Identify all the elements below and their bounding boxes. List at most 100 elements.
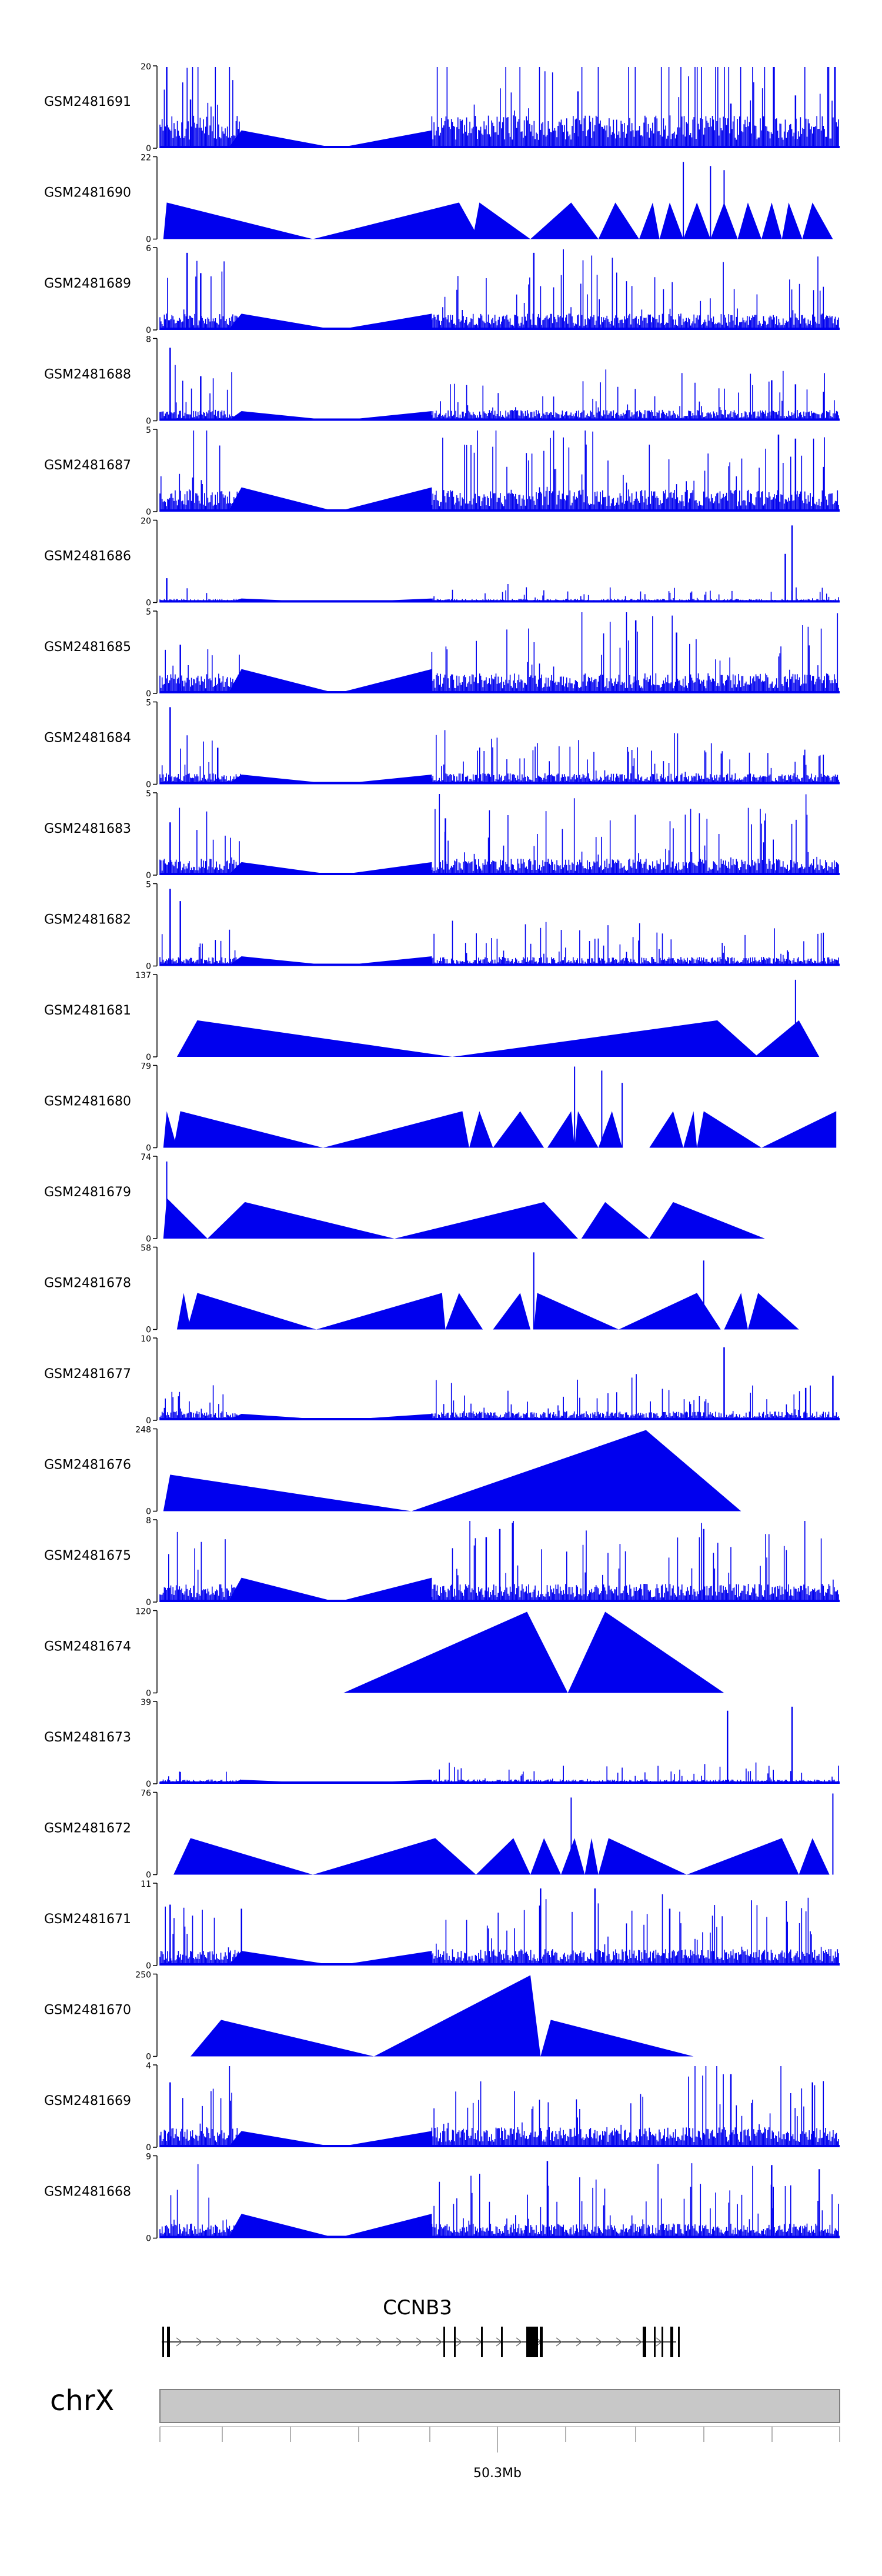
y-min-label: 0 [146, 1507, 151, 1517]
coverage-region [163, 1474, 412, 1511]
exon-block [526, 2327, 538, 2357]
coverage-region [163, 202, 313, 239]
track-GSM2481685: GSM2481685 5 0 [44, 608, 840, 699]
coverage-baseline [160, 963, 840, 966]
coverage-baseline [160, 691, 840, 693]
track-label: GSM2481683 [44, 822, 131, 836]
exon-block [678, 2327, 680, 2357]
strand-arrow-icon [556, 2337, 563, 2347]
track-GSM2481675: GSM2481675 8 0 [44, 1516, 840, 1607]
y-max-label: 10 [141, 1334, 151, 1344]
coverage-region [228, 411, 432, 421]
track-label: GSM2481675 [44, 1549, 131, 1563]
y-max-label: 20 [141, 62, 151, 72]
track-label: GSM2481674 [44, 1640, 131, 1654]
track-GSM2481668: GSM2481668 9 0 [44, 2153, 840, 2244]
coverage-tracks: GSM2481691200GSM2481690220GSM248168960GS… [44, 62, 840, 2244]
coverage-region [561, 1838, 585, 1875]
strand-arrow-icon [336, 2337, 343, 2347]
coverage-region [574, 1111, 599, 1148]
y-min-label: 0 [146, 508, 151, 517]
y-max-label: 11 [141, 1880, 151, 1889]
coverage-region [163, 1111, 177, 1148]
coverage-baseline [160, 873, 840, 875]
chromosome-label: chrX [50, 2384, 114, 2417]
strand-arrow-icon [436, 2337, 443, 2347]
y-min-label: 0 [146, 1416, 151, 1426]
coverage-region [173, 1838, 313, 1875]
y-max-label: 120 [135, 1607, 151, 1617]
y-max-label: 58 [141, 1244, 151, 1253]
coverage-region [228, 669, 432, 693]
track-label: GSM2481685 [44, 640, 131, 655]
track-label: GSM2481676 [44, 1458, 131, 1473]
coverage-baseline [160, 1781, 840, 1784]
coverage-region [802, 202, 833, 239]
y-min-label: 0 [146, 1326, 151, 1335]
coverage-region [343, 1611, 568, 1693]
track-GSM2481669: GSM2481669 4 0 [44, 2061, 840, 2153]
coverage-region [411, 1430, 741, 1511]
y-min-label: 0 [146, 417, 151, 426]
track-GSM2481689: GSM2481689 6 0 [44, 244, 840, 335]
track-GSM2481672: GSM2481672 76 0 [44, 1789, 834, 1880]
coverage-region [567, 1611, 724, 1693]
strand-arrow-icon [276, 2337, 283, 2347]
coverage-baseline [160, 2145, 840, 2147]
y-max-label: 8 [146, 1516, 151, 1526]
coverage-region [649, 1202, 765, 1239]
track-label: GSM2481673 [44, 1730, 131, 1745]
y-min-label: 0 [146, 1689, 151, 1699]
coverage-region [761, 1111, 837, 1148]
coverage-signal [159, 794, 839, 875]
y-min-label: 0 [146, 2234, 151, 2244]
track-label: GSM2481691 [44, 95, 131, 109]
gene-structure [162, 2327, 680, 2357]
coverage-region [619, 1293, 721, 1330]
strand-arrow-icon [456, 2337, 463, 2347]
track-label: GSM2481690 [44, 186, 131, 201]
coverage-region [493, 1293, 531, 1330]
strand-arrow-icon [616, 2337, 623, 2347]
track-GSM2481682: GSM2481682 5 0 [44, 880, 840, 972]
track-GSM2481688: GSM2481688 8 0 [44, 335, 840, 426]
track-GSM2481684: GSM2481684 5 0 [44, 699, 840, 790]
strand-arrow-icon [636, 2337, 643, 2347]
track-GSM2481670: GSM2481670 250 0 [44, 1971, 694, 2062]
y-min-label: 0 [146, 144, 151, 154]
coverage-region [533, 1293, 619, 1330]
track-label: GSM2481680 [44, 1095, 131, 1109]
exon-block [454, 2327, 456, 2357]
y-min-label: 0 [146, 326, 151, 335]
strand-arrow-icon [176, 2337, 183, 2347]
exon-block [540, 2327, 543, 2357]
track-label: GSM2481684 [44, 731, 131, 746]
y-min-label: 0 [146, 1780, 151, 1789]
strand-arrow-icon [216, 2337, 223, 2347]
coverage-region [228, 130, 432, 148]
exon-block [643, 2327, 646, 2357]
coverage-region [697, 1111, 762, 1148]
chromosome-ideogram: chrX 50.3Mb [50, 2384, 840, 2481]
coverage-region [584, 1838, 599, 1875]
coverage-region [394, 1202, 578, 1239]
track-GSM2481671: GSM2481671 11 0 [44, 1880, 840, 1971]
strand-arrow-icon [416, 2337, 423, 2347]
coverage-region [228, 862, 432, 875]
y-max-label: 76 [141, 1789, 151, 1798]
chromosome-bar [159, 2389, 840, 2423]
track-GSM2481673: GSM2481673 39 0 [44, 1698, 840, 1789]
y-min-label: 0 [146, 2143, 151, 2153]
y-max-label: 137 [135, 971, 151, 980]
coverage-region [683, 202, 711, 239]
coverage-baseline [160, 418, 840, 421]
track-GSM2481687: GSM2481687 5 0 [44, 426, 840, 517]
track-label: GSM2481688 [44, 368, 131, 382]
coverage-region [313, 202, 480, 239]
track-GSM2481677: GSM2481677 10 0 [44, 1334, 840, 1426]
coverage-region [476, 1838, 531, 1875]
strand-arrow-icon [376, 2337, 383, 2347]
exon-block [481, 2327, 483, 2357]
y-min-label: 0 [146, 780, 151, 790]
y-max-label: 5 [146, 789, 151, 799]
